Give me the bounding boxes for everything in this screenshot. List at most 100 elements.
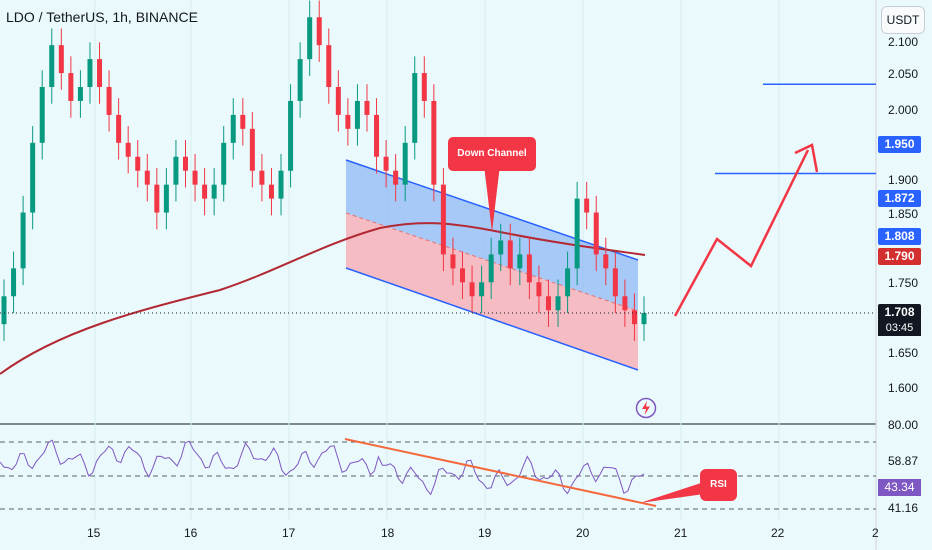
candle-body bbox=[30, 142, 36, 213]
candle-body bbox=[154, 184, 160, 213]
callout-pointer bbox=[484, 165, 500, 232]
candle-body bbox=[374, 114, 380, 157]
rsi-tick: 80.00 bbox=[888, 418, 919, 432]
candle-body bbox=[1, 296, 7, 325]
price-tick: 2.050 bbox=[888, 67, 919, 81]
candle-body bbox=[555, 296, 561, 311]
candle-body bbox=[603, 254, 609, 269]
candle-body bbox=[412, 73, 418, 143]
candle-body bbox=[450, 254, 456, 269]
channel-upper-fill bbox=[346, 160, 638, 311]
candle-body bbox=[97, 59, 103, 88]
rsi-line bbox=[0, 439, 645, 496]
price-tick: 2.100 bbox=[888, 35, 919, 49]
candle-body bbox=[77, 87, 83, 101]
candle-body bbox=[431, 100, 437, 185]
candle-body bbox=[622, 296, 628, 311]
candle-body bbox=[364, 100, 370, 115]
projection-path bbox=[673, 149, 810, 317]
candle-body bbox=[469, 282, 475, 297]
channel-lower-fill bbox=[346, 213, 638, 370]
candle-body bbox=[565, 268, 571, 297]
candle-body bbox=[641, 313, 647, 325]
candle-body bbox=[278, 170, 284, 199]
date-tick: 21 bbox=[674, 526, 688, 540]
channel-lower-line bbox=[345, 267, 639, 371]
candle-body bbox=[593, 212, 599, 255]
date-tick: 16 bbox=[184, 526, 198, 540]
candle-body bbox=[460, 268, 466, 283]
candle-body bbox=[211, 184, 217, 199]
candle-body bbox=[68, 73, 74, 101]
candle-body bbox=[202, 184, 208, 199]
candle-body bbox=[584, 198, 590, 213]
candle-body bbox=[268, 184, 274, 199]
candle-body bbox=[240, 114, 246, 129]
ma-value-tag: 1.790 bbox=[878, 248, 921, 265]
price-tick: 2.000 bbox=[888, 103, 919, 117]
candle-body bbox=[173, 156, 179, 185]
date-tick: 18 bbox=[381, 526, 395, 540]
date-tick: 20 bbox=[576, 526, 590, 540]
candle-body bbox=[20, 212, 26, 269]
candle-body bbox=[259, 170, 265, 185]
candle-body bbox=[307, 17, 313, 60]
candle-body bbox=[345, 114, 351, 129]
candle-body bbox=[135, 156, 141, 171]
candle-body bbox=[11, 268, 17, 297]
last-price-tag: 1.708 bbox=[878, 304, 921, 321]
candle-body bbox=[182, 156, 188, 171]
candle-body bbox=[297, 59, 303, 101]
candle-body bbox=[249, 128, 255, 171]
symbol-title[interactable]: LDO / TetherUS, 1h, BINANCE bbox=[6, 9, 198, 25]
candle-body bbox=[221, 142, 227, 185]
candle-body bbox=[517, 254, 523, 269]
down-channel-callout[interactable]: Down Channel bbox=[448, 137, 536, 171]
rsi-callout[interactable]: RSI bbox=[700, 469, 737, 501]
candle-body bbox=[192, 170, 198, 185]
candle-body bbox=[49, 45, 55, 88]
candle-body bbox=[335, 87, 341, 115]
price-tick: 1.650 bbox=[888, 346, 919, 360]
price-tick: 1.750 bbox=[888, 276, 919, 290]
candle-body bbox=[479, 282, 485, 297]
price-tick: 1.850 bbox=[888, 207, 919, 221]
level-tag-1872[interactable]: 1.872 bbox=[878, 190, 921, 207]
level-tag-1950[interactable]: 1.950 bbox=[878, 136, 921, 153]
candle-body bbox=[536, 282, 542, 297]
rsi-trendline bbox=[344, 438, 657, 507]
candle-body bbox=[116, 114, 122, 143]
date-tick: 17 bbox=[282, 526, 296, 540]
candle-body bbox=[393, 170, 399, 185]
candle-body bbox=[144, 170, 150, 185]
candle-body bbox=[402, 142, 408, 185]
candle-body bbox=[163, 184, 169, 213]
candle-body bbox=[39, 87, 45, 143]
candle-body bbox=[288, 100, 294, 171]
candle-body bbox=[440, 184, 446, 255]
candle-body bbox=[58, 45, 64, 74]
currency-button[interactable]: USDT bbox=[881, 6, 925, 34]
lightning-icon[interactable] bbox=[635, 397, 657, 419]
candle-body bbox=[526, 254, 532, 283]
level-tag-1808[interactable]: 1.808 bbox=[878, 228, 921, 245]
candle-body bbox=[125, 142, 131, 157]
projection-arrowhead bbox=[794, 143, 819, 173]
candle-body bbox=[612, 268, 618, 297]
candle-body bbox=[631, 310, 637, 325]
date-tick: 22 bbox=[771, 526, 785, 540]
bar-countdown: 03:45 bbox=[878, 320, 921, 336]
candle-body bbox=[326, 45, 332, 88]
date-tick: 19 bbox=[478, 526, 492, 540]
candle-body bbox=[488, 254, 494, 283]
rsi-tick: 58.87 bbox=[888, 454, 919, 468]
rsi-value-tag: 43.34 bbox=[878, 479, 921, 496]
candle-body bbox=[421, 73, 427, 101]
candle-body bbox=[316, 17, 322, 46]
rsi-tick: 41.16 bbox=[888, 501, 919, 515]
date-tick: 15 bbox=[87, 526, 101, 540]
price-tick: 1.600 bbox=[888, 381, 919, 395]
candle-body bbox=[383, 156, 389, 171]
